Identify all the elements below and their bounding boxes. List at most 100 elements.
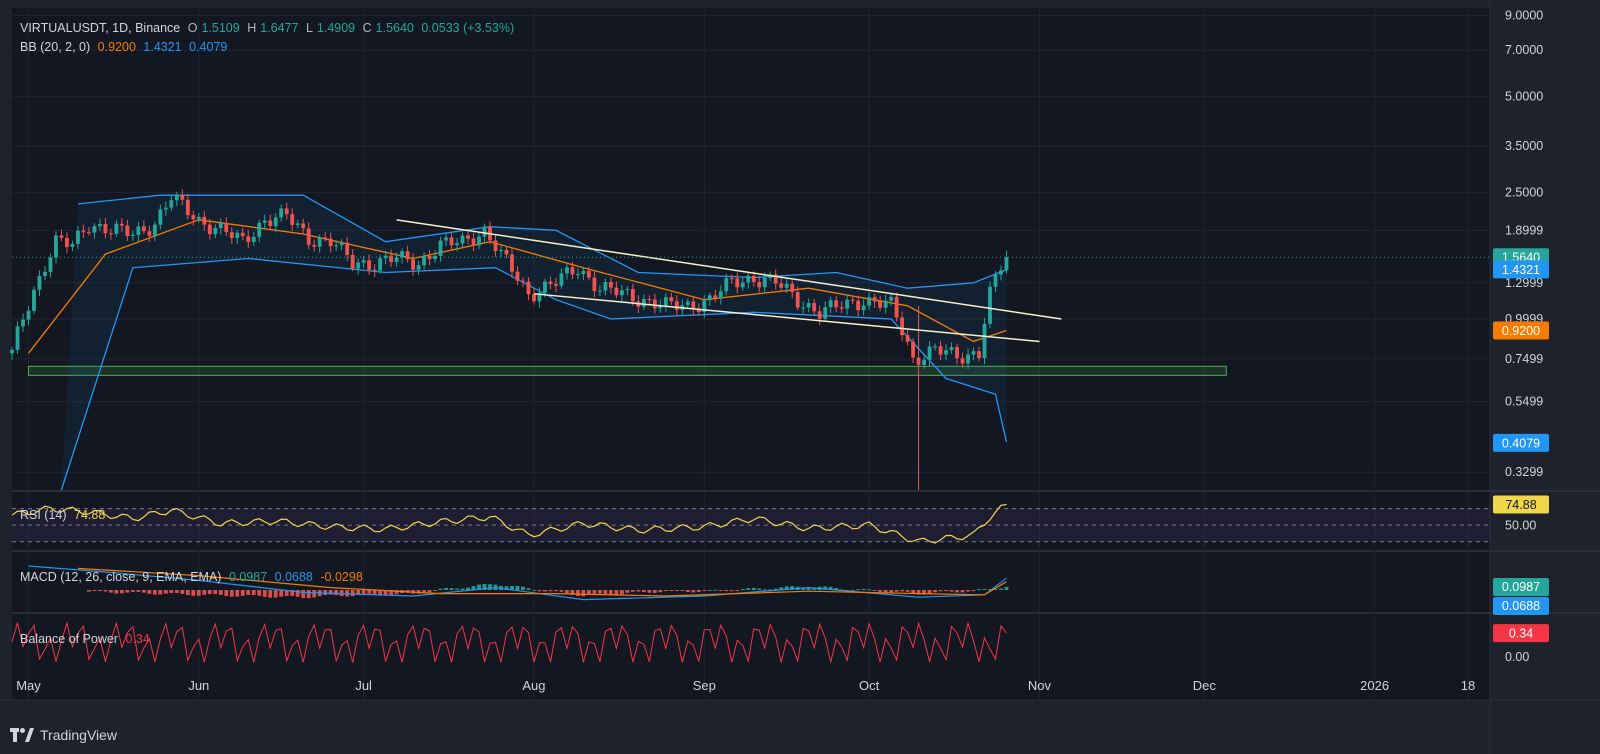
candle-body — [751, 275, 756, 282]
macd-hist-bar — [724, 590, 729, 592]
macd-hist-bar — [229, 590, 234, 597]
bb-label[interactable]: BB (20, 2, 0) — [20, 40, 91, 54]
candle-body — [493, 240, 498, 252]
bb-legend: BB (20, 2, 0) 0.9200 1.4321 0.4079 — [20, 40, 231, 54]
candle-body — [185, 199, 190, 216]
macd-hist-bar — [707, 589, 712, 591]
macd-hist-bar — [729, 590, 734, 592]
macd-hist-bar — [949, 590, 954, 592]
macd-hist-bar — [361, 590, 366, 594]
candle-body — [54, 235, 58, 258]
candle-body — [867, 297, 872, 306]
candle-body — [367, 260, 372, 270]
macd-hist-bar — [114, 590, 119, 594]
bop-legend: Balance of Power 0.34 — [20, 632, 154, 646]
macd-hist-bar — [268, 590, 273, 598]
trendline — [533, 293, 1040, 343]
macd-hist-bar — [185, 590, 190, 596]
x-tick-label: 2026 — [1360, 678, 1389, 693]
plot-area — [12, 8, 1490, 700]
candle-body — [262, 220, 267, 223]
macd-hist-bar — [674, 590, 679, 591]
candle-body — [663, 297, 668, 306]
macd-hist-bar — [933, 590, 937, 593]
macd-hist-bar — [543, 590, 547, 592]
candle-body — [944, 350, 948, 355]
macd-hist-bar — [625, 590, 630, 593]
x-tick-label: May — [16, 678, 41, 693]
tradingview-logo-icon[interactable] — [10, 728, 34, 742]
signal-badge-text: 0.0688 — [1502, 599, 1540, 613]
macd-hist-bar — [394, 590, 399, 595]
macd-hist-bar — [323, 590, 328, 596]
candle-body — [48, 257, 53, 272]
macd-hist-bar — [515, 585, 520, 590]
x-tick-label: Oct — [859, 678, 880, 693]
candle-body — [224, 223, 229, 233]
candle-body — [356, 262, 361, 269]
brand-name[interactable]: TradingView — [40, 727, 118, 743]
candle-body — [515, 271, 520, 281]
macd-hist-bar — [438, 588, 443, 590]
candle-body — [471, 238, 476, 246]
candle-body — [702, 300, 707, 313]
macd-hist-bar — [900, 590, 905, 592]
x-tick-label: Sep — [693, 678, 716, 693]
candle-body — [982, 323, 987, 359]
signal-value: 0.0688 — [274, 570, 313, 584]
bop-label[interactable]: Balance of Power — [20, 632, 118, 646]
rsi-label[interactable]: RSI (14) — [20, 508, 67, 522]
macd-hist-bar — [894, 590, 899, 592]
bop-value: 0.34 — [125, 632, 150, 646]
macd-hist-bar — [548, 590, 553, 592]
candle-body — [608, 282, 613, 288]
candle-body — [537, 292, 542, 302]
candle-body — [163, 207, 168, 210]
macd-hist-bar — [658, 590, 663, 593]
macd-hist-bar — [350, 590, 355, 597]
macd-hist-bar — [861, 588, 866, 590]
candle-body — [317, 237, 322, 247]
macd-hist-bar — [191, 590, 196, 596]
price-label-text: 0.9200 — [1502, 324, 1540, 338]
candle-body — [504, 249, 509, 255]
macd-hist-bar — [619, 590, 624, 595]
macd-hist-bar — [680, 590, 685, 591]
y-tick-label: 5.0000 — [1505, 90, 1543, 104]
macd-hist-bar — [806, 587, 811, 590]
macd-hist-bar — [828, 586, 833, 590]
candle-body — [202, 216, 207, 225]
bb-upper-line — [77, 194, 1007, 289]
candle-body — [669, 297, 674, 302]
macd-hist-bar — [103, 590, 108, 592]
candle-body — [696, 309, 701, 313]
signal-value-badge — [1493, 597, 1549, 615]
candle-body — [180, 194, 185, 200]
macd-hist-bar — [108, 590, 113, 593]
macd-label[interactable]: MACD (12, 26, close, 9, EMA, EMA) — [20, 570, 222, 584]
macd-hist-bar — [691, 590, 696, 593]
macd-hist-bar — [97, 590, 102, 591]
symbol-label[interactable]: VIRTUALUSDT, 1D, Binance — [20, 21, 181, 35]
macd-hist-bar — [955, 590, 959, 593]
macd-hist-bar — [257, 590, 262, 596]
candle-body — [779, 283, 784, 288]
candle-body — [790, 283, 795, 293]
candle-body — [240, 232, 245, 237]
candle-body — [169, 200, 174, 208]
macd-hist-bar — [526, 588, 531, 590]
candle-body — [158, 209, 163, 225]
candle-body — [586, 270, 591, 278]
macd-hist-bar — [147, 590, 152, 594]
candle-body — [422, 255, 427, 266]
rsi-value-badge — [1493, 495, 1549, 514]
macd-hist-bar — [471, 586, 476, 590]
macd-hist-bar — [696, 590, 701, 592]
candle-body — [625, 289, 630, 291]
rsi-legend: RSI (14) 74.88 — [20, 508, 109, 522]
macd-hist-bar — [647, 590, 652, 593]
macd-hist-bar — [273, 590, 278, 598]
candle-body — [400, 251, 405, 258]
macd-hist-bar — [856, 589, 861, 591]
